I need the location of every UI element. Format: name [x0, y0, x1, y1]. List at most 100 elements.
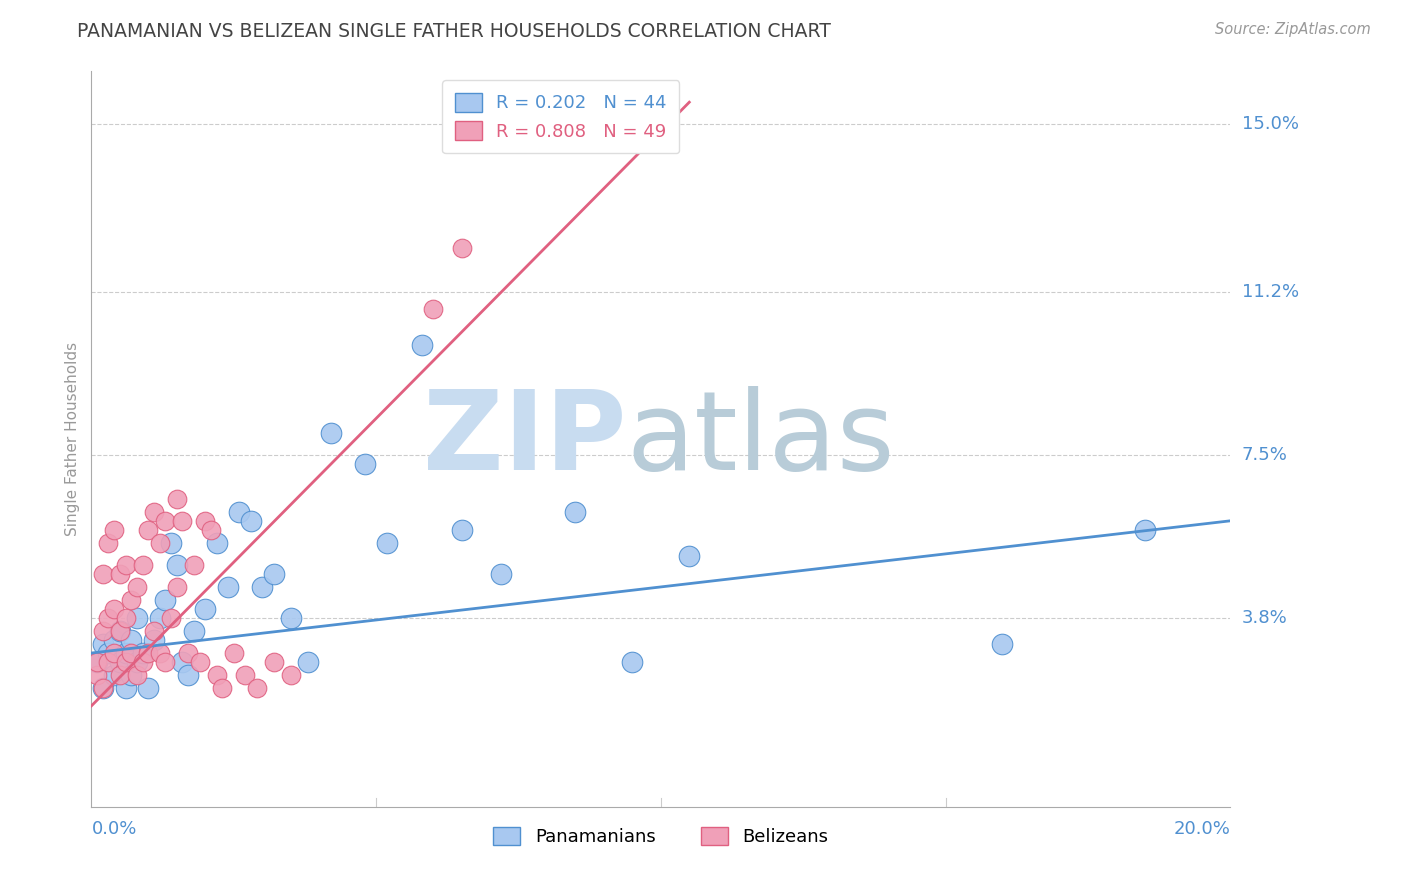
Text: Source: ZipAtlas.com: Source: ZipAtlas.com — [1215, 22, 1371, 37]
Point — [172, 514, 194, 528]
Point — [172, 655, 194, 669]
Point — [114, 611, 136, 625]
Point — [422, 302, 444, 317]
Point — [143, 632, 166, 647]
Point — [245, 681, 267, 696]
Point — [280, 611, 302, 625]
Point — [143, 624, 166, 638]
Point — [131, 646, 153, 660]
Point — [222, 646, 245, 660]
Point — [138, 681, 160, 696]
Point — [103, 523, 125, 537]
Point — [188, 655, 211, 669]
Point — [200, 523, 222, 537]
Point — [217, 580, 239, 594]
Point — [120, 593, 142, 607]
Point — [108, 624, 131, 638]
Point — [183, 558, 205, 572]
Point — [97, 536, 120, 550]
Text: 3.8%: 3.8% — [1241, 608, 1288, 627]
Point — [108, 668, 131, 682]
Point — [160, 536, 183, 550]
Point — [120, 646, 142, 660]
Point — [91, 681, 114, 696]
Point — [103, 668, 125, 682]
Point — [211, 681, 233, 696]
Point — [166, 558, 188, 572]
Point — [194, 602, 217, 616]
Point — [250, 580, 273, 594]
Point — [155, 593, 177, 607]
Point — [108, 624, 131, 638]
Point — [86, 655, 108, 669]
Point — [114, 655, 136, 669]
Point — [450, 523, 472, 537]
Point — [120, 632, 142, 647]
Point — [149, 646, 172, 660]
Point — [97, 611, 120, 625]
Point — [160, 611, 183, 625]
Point — [103, 632, 125, 647]
Point — [263, 655, 285, 669]
Point — [1133, 523, 1156, 537]
Y-axis label: Single Father Households: Single Father Households — [65, 343, 80, 536]
Point — [120, 668, 142, 682]
Point — [155, 514, 177, 528]
Point — [138, 646, 160, 660]
Text: 15.0%: 15.0% — [1241, 115, 1299, 133]
Point — [86, 655, 108, 669]
Point — [91, 681, 114, 696]
Point — [377, 536, 399, 550]
Point — [131, 655, 153, 669]
Point — [108, 566, 131, 581]
Point — [108, 655, 131, 669]
Point — [450, 241, 472, 255]
Point — [125, 580, 148, 594]
Point — [97, 655, 120, 669]
Point — [103, 602, 125, 616]
Point — [621, 655, 644, 669]
Point — [103, 646, 125, 660]
Text: atlas: atlas — [627, 386, 896, 492]
Point — [280, 668, 302, 682]
Point — [263, 566, 285, 581]
Point — [149, 536, 172, 550]
Point — [138, 523, 160, 537]
Point — [86, 668, 108, 682]
Text: 7.5%: 7.5% — [1241, 446, 1288, 464]
Point — [991, 637, 1014, 651]
Point — [411, 337, 433, 351]
Text: 0.0%: 0.0% — [91, 821, 136, 838]
Point — [205, 536, 228, 550]
Point — [114, 681, 136, 696]
Point — [183, 624, 205, 638]
Point — [131, 558, 153, 572]
Point — [177, 646, 200, 660]
Point — [564, 505, 586, 519]
Point — [353, 457, 375, 471]
Point — [143, 505, 166, 519]
Text: 11.2%: 11.2% — [1241, 283, 1299, 301]
Point — [233, 668, 256, 682]
Point — [678, 549, 700, 563]
Point — [149, 611, 172, 625]
Point — [125, 611, 148, 625]
Point — [125, 668, 148, 682]
Point — [91, 624, 114, 638]
Point — [91, 637, 114, 651]
Text: ZIP: ZIP — [423, 386, 627, 492]
Point — [177, 668, 200, 682]
Point — [319, 425, 342, 440]
Point — [166, 491, 188, 506]
Point — [114, 646, 136, 660]
Point — [228, 505, 250, 519]
Point — [114, 558, 136, 572]
Point — [97, 646, 120, 660]
Point — [205, 668, 228, 682]
Text: PANAMANIAN VS BELIZEAN SINGLE FATHER HOUSEHOLDS CORRELATION CHART: PANAMANIAN VS BELIZEAN SINGLE FATHER HOU… — [77, 22, 831, 41]
Text: 20.0%: 20.0% — [1174, 821, 1230, 838]
Point — [155, 655, 177, 669]
Point — [297, 655, 319, 669]
Point — [166, 580, 188, 594]
Point — [125, 655, 148, 669]
